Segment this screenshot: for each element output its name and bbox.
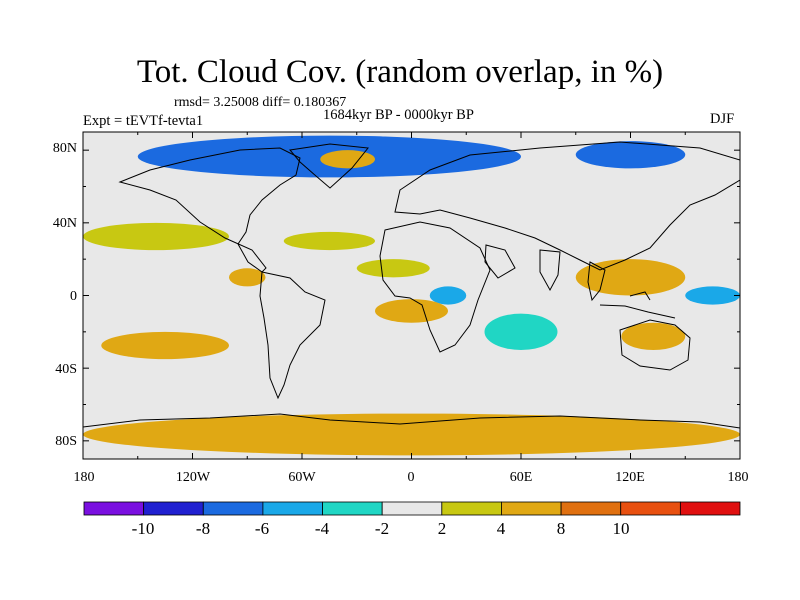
colorbar-label-8: 8 <box>556 519 566 538</box>
colorbar-swatch-10 <box>679 501 741 516</box>
colorbar-label-m6: -6 <box>254 519 270 538</box>
lon-label-180e: 180 <box>727 470 749 485</box>
anomaly-field <box>83 135 740 456</box>
lat-label-40s: 40S <box>55 362 77 377</box>
colorbar-swatch-0 <box>83 501 145 516</box>
colorbar-swatch-2 <box>202 501 264 516</box>
colorbar-label-m2: -2 <box>374 519 390 538</box>
experiment-label: Expt = tEVTf-tevta1 <box>83 113 204 129</box>
colorbar-swatch-7 <box>501 501 562 516</box>
colorbar-label-4: 4 <box>496 519 506 538</box>
coast-south-america <box>259 271 326 400</box>
lon-label-0: 0 <box>407 470 415 485</box>
map-background <box>83 132 740 459</box>
colorbar-label-m8: -8 <box>195 519 211 538</box>
anomaly-australia-positive <box>621 322 686 350</box>
colorbar-label-2: 2 <box>437 519 447 538</box>
season-label: DJF <box>710 111 735 127</box>
colorbar-label-10: 10 <box>612 519 630 538</box>
anomaly-southern-ocean-mixed <box>83 413 740 456</box>
anomaly-west-african-belt <box>356 259 430 278</box>
colorbar-label-m4: -4 <box>314 519 330 538</box>
coast-australia <box>619 319 691 371</box>
plot-title: Tot. Cloud Cov. (random overlap, in %) <box>136 54 664 90</box>
anomaly-greenland-positive <box>320 150 375 169</box>
coast-africa <box>379 221 491 353</box>
anomaly-equatorial-pacific-negative <box>685 286 740 305</box>
colorbar-swatch-5 <box>381 501 443 516</box>
coast-eurasia <box>394 141 740 271</box>
lon-label-120w: 120W <box>175 470 211 485</box>
lat-label-80n: 80N <box>52 141 77 156</box>
colorbar-label-m10: -10 <box>131 519 155 538</box>
colorbar-swatch-4 <box>322 501 383 516</box>
lat-label-40n: 40N <box>52 216 77 231</box>
colorbar-swatch-3 <box>262 501 323 516</box>
lon-label-120e: 120E <box>615 470 645 485</box>
anomaly-south-pacific-band <box>101 331 229 360</box>
lon-label-180w: 180 <box>73 470 95 485</box>
period-label: 1684kyr BP - 0000kyr BP <box>323 107 474 123</box>
coastlines <box>83 141 740 429</box>
anomaly-central-africa-negative <box>429 286 467 305</box>
anomaly-north-atlantic-band <box>283 231 375 251</box>
colorbar-swatch-1 <box>143 501 204 516</box>
lat-label-80s: 80S <box>55 434 77 449</box>
lon-label-60e: 60E <box>509 470 533 485</box>
anomaly-siberian-arctic <box>575 141 686 169</box>
colorbar-swatch-9 <box>620 501 681 516</box>
anomaly-central-america-positive <box>229 268 266 287</box>
anomaly-south-indian-ocean-negative <box>484 313 558 351</box>
coast-antarctica <box>83 413 740 429</box>
anomaly-gulf-of-guinea-positive <box>375 299 448 323</box>
colorbar-swatch-6 <box>441 501 502 516</box>
anomaly-maritime-continent-belt <box>575 259 686 296</box>
coast-india <box>539 249 561 292</box>
coast-arabia <box>484 244 516 279</box>
lat-label-0: 0 <box>70 289 77 304</box>
stats-line: rmsd= 3.25008 diff= 0.180367 <box>174 95 347 110</box>
map-ticks <box>82 132 741 459</box>
colorbar <box>83 501 741 516</box>
lon-label-60w: 60W <box>288 470 316 485</box>
anomaly-north-pacific-band <box>83 222 229 251</box>
coast-indonesia <box>599 291 676 319</box>
coast-north-america <box>118 147 301 273</box>
colorbar-swatch-8 <box>560 501 622 516</box>
coast-indochina <box>587 261 606 302</box>
coast-greenland <box>289 143 369 189</box>
